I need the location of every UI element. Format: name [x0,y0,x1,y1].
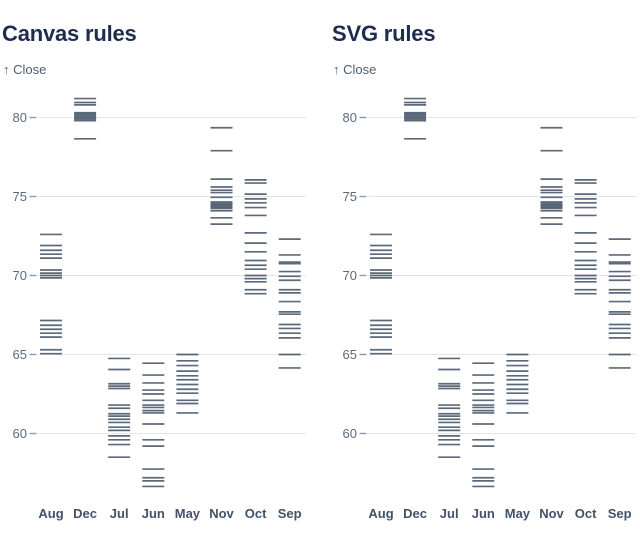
x-axis-label-Aug: Aug [368,506,393,521]
close-axis-legend: ↑ Close [3,62,47,77]
x-axis-label-Dec: Dec [403,506,427,521]
y-axis-label-65: 65 [343,347,357,362]
x-axis-label-Oct: Oct [575,506,597,521]
svg-chart-block: SVG rules ↑ Close 80 75 70 65 60 Aug Dec Jul Jun… [330,0,640,538]
svg-chart-title: SVG rules [332,21,436,46]
x-axis-label-Sep: Sep [278,506,302,521]
y-axis-label-75: 75 [13,189,27,204]
y-axis-label-75: 75 [343,189,357,204]
x-axis-label-Oct: Oct [245,506,267,521]
x-axis-label-Dec: Dec [73,506,97,521]
x-axis-label-Jun: Jun [142,506,165,521]
y-axis-label-70: 70 [343,268,357,283]
y-axis-label-80: 80 [343,110,357,125]
x-axis-label-Jun: Jun [472,506,495,521]
x-axis-label-Aug: Aug [38,506,63,521]
x-axis-label-Nov: Nov [209,506,234,521]
y-axis-label-65: 65 [13,347,27,362]
svg-chart-plot: 80 75 70 65 60 Aug Dec Jul Jun May Nov Oct Sep [343,97,636,521]
canvas-chart-title: Canvas rules [2,21,137,46]
x-axis-label-May: May [505,506,531,521]
x-axis-label-Jul: Jul [440,506,459,521]
x-axis-label-Sep: Sep [608,506,632,521]
canvas-chart-block: Canvas rules ↑ Close 80 75 70 65 60 Aug Dec Jul… [2,21,306,521]
y-axis-label-60: 60 [343,426,357,441]
y-axis-label-80: 80 [13,110,27,125]
canvas-chart-plot: 80 75 70 65 60 Aug Dec Jul Jun May Nov Oct Sep [13,97,306,521]
x-axis-label-Jul: Jul [110,506,129,521]
x-axis-label-Nov: Nov [539,506,564,521]
x-axis-label-May: May [175,506,201,521]
close-axis-legend: ↑ Close [333,62,377,77]
y-axis-label-60: 60 [13,426,27,441]
y-axis-label-70: 70 [13,268,27,283]
